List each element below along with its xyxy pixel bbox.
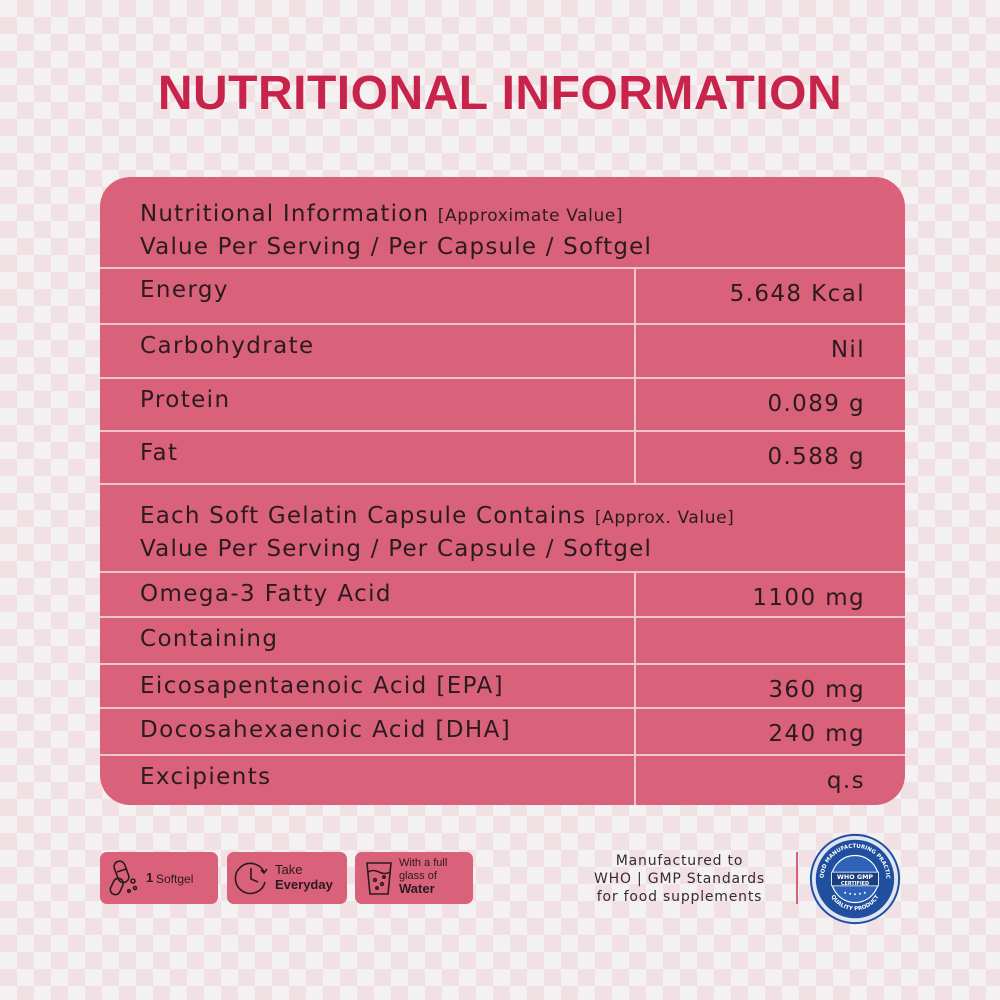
row-value: 0.588 g: [767, 444, 865, 470]
row-label: Fat: [140, 440, 179, 466]
badge-water-line1: With a full: [399, 857, 448, 869]
row-value: q.s: [826, 768, 865, 794]
table-row: Omega-3 Fatty Acid 1100 mg: [100, 573, 905, 618]
row-label: Protein: [140, 387, 231, 413]
row-label: Eicosapentaenoic Acid [EPA]: [140, 673, 504, 699]
row-value: Nil: [830, 337, 865, 363]
section-note: [Approximate Value]: [437, 206, 624, 226]
page-title: NUTRITIONAL INFORMATION: [157, 67, 843, 120]
row-value: 240 mg: [768, 721, 865, 747]
seal-center-line1: WHO GMP: [837, 873, 874, 881]
capsule-icon: [109, 860, 138, 896]
badge-softgel: 1 Softgel: [100, 852, 218, 904]
section-title: Nutritional Information: [140, 201, 430, 227]
row-label: Energy: [140, 277, 229, 303]
badge-water-line3: Water: [399, 881, 435, 896]
table-row: Fat 0.588 g: [100, 432, 905, 485]
row-value: 1100 mg: [752, 585, 865, 611]
table-row: Excipients q.s: [100, 756, 905, 805]
table-row: Containing: [100, 618, 905, 665]
badge-everyday: Take Everyday: [227, 852, 347, 904]
badge-water: With a full glass of Water: [355, 852, 473, 904]
divider: [796, 852, 798, 904]
section-subtitle: Value Per Serving / Per Capsule / Softge…: [140, 536, 653, 562]
nutrition-table: Nutritional Information [Approximate Val…: [100, 177, 905, 805]
section-header-nutrition: Nutritional Information [Approximate Val…: [100, 177, 905, 269]
row-label: Carbohydrate: [140, 333, 315, 359]
badge-softgel-label: Softgel: [156, 872, 194, 886]
row-value: 5.648 Kcal: [729, 281, 865, 307]
section-note: [Approx. Value]: [594, 508, 735, 528]
clock-icon: [234, 862, 268, 895]
section-header-capsule: Each Soft Gelatin Capsule Contains [Appr…: [100, 485, 905, 573]
badge-everyday-line2: Everyday: [275, 877, 333, 892]
table-row: Eicosapentaenoic Acid [EPA] 360 mg: [100, 665, 905, 709]
table-row: Protein 0.089 g: [100, 379, 905, 432]
seal-center-line2: CERTIFIED: [841, 881, 869, 887]
section-subtitle: Value Per Serving / Per Capsule / Softge…: [140, 234, 653, 260]
section-title: Each Soft Gelatin Capsule Contains: [140, 503, 587, 529]
badge-softgel-count: 1: [146, 870, 154, 885]
row-value: 0.089 g: [767, 391, 865, 417]
table-row: Energy 5.648 Kcal: [100, 269, 905, 325]
table-row: Docosahexaenoic Acid [DHA] 240 mg: [100, 709, 905, 756]
manufacturer-line3: for food supplements: [596, 889, 763, 905]
manufacturer-line1: Manufactured to: [615, 853, 744, 869]
table-row: Carbohydrate Nil: [100, 325, 905, 379]
manufacturer-line2: WHO | GMP Standards: [593, 871, 765, 887]
who-gmp-seal-icon: GOOD MANUFACTURING PRACTICE QUALITY PROD…: [806, 830, 901, 925]
row-label: Docosahexaenoic Acid [DHA]: [140, 717, 512, 743]
row-label: Omega-3 Fatty Acid: [140, 581, 392, 607]
row-value: 360 mg: [768, 677, 865, 703]
badge-water-line2: glass of: [399, 870, 437, 882]
row-label: Excipients: [140, 764, 272, 790]
row-label: Containing: [140, 626, 279, 652]
badge-everyday-line1: Take: [275, 862, 303, 877]
glass-of-water-icon: [366, 862, 392, 895]
manufacturer-note: Manufactured to WHO | GMP Standards for …: [572, 852, 787, 906]
